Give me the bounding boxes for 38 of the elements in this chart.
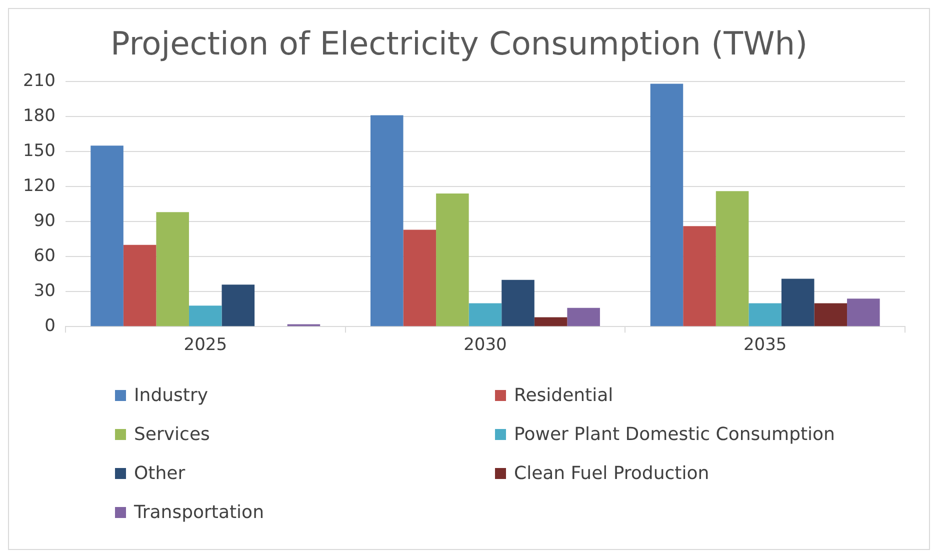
bar (716, 191, 749, 326)
bar (683, 226, 716, 326)
x-tick-label: 2025 (184, 335, 228, 356)
y-tick-label: 120 (22, 176, 56, 196)
bar (502, 280, 534, 326)
bar (436, 193, 469, 326)
legend-label: Clean Fuel Production (514, 463, 710, 484)
legend-label: Industry (134, 385, 208, 406)
legend-label: Residential (514, 385, 614, 406)
bar (534, 317, 568, 326)
bar (781, 278, 814, 326)
y-tick-label: 210 (22, 70, 56, 91)
bar (650, 84, 684, 326)
y-tick-label: 60 (34, 246, 56, 266)
bar (403, 230, 436, 326)
legend-label: Transportation (134, 502, 264, 523)
bar (468, 303, 502, 326)
bar (123, 244, 156, 326)
legend-label: Other (134, 463, 186, 484)
y-tick-label: 30 (34, 280, 56, 301)
bar (188, 306, 222, 326)
y-tick-label: 90 (34, 210, 56, 231)
y-tick-label: 180 (22, 106, 56, 126)
x-tick-label: 2030 (464, 335, 507, 356)
legend-label: Services (134, 424, 210, 445)
bar (222, 284, 255, 326)
legend-label: Power Plant Domestic Consumption (514, 424, 835, 445)
bar (156, 212, 189, 326)
y-tick-label: 0 (44, 316, 56, 336)
bar (567, 308, 600, 326)
bar (847, 298, 880, 326)
chart-title: Projection of Electricity Consumption (TWh) (110, 24, 808, 63)
x-tick-label: 2035 (743, 335, 787, 356)
bar (748, 303, 782, 326)
bar (814, 303, 848, 326)
bar (370, 115, 404, 326)
y-tick-label: 150 (22, 140, 56, 161)
bar (90, 146, 124, 326)
